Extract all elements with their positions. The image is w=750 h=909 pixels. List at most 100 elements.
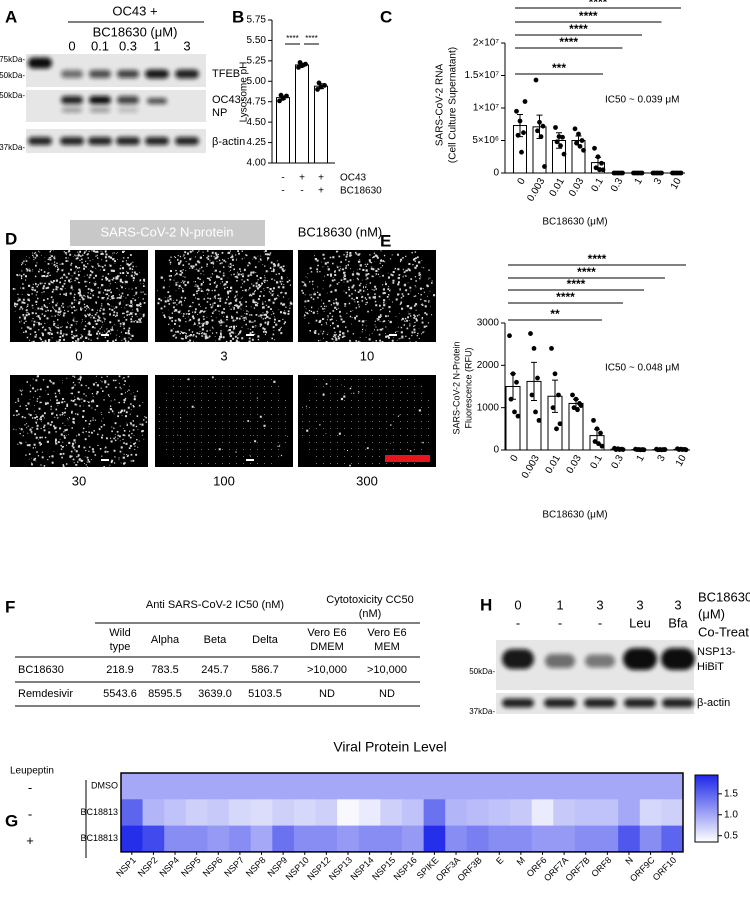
lane-label: 0 — [68, 38, 75, 53]
data-point — [515, 413, 521, 419]
data-point — [613, 447, 619, 452]
well-grid — [159, 379, 286, 464]
data-point — [536, 417, 542, 423]
heat-cell — [358, 773, 381, 800]
column-label: NSP13 — [327, 855, 354, 882]
heat-cell — [315, 799, 338, 826]
data-point — [554, 139, 560, 145]
data-point — [508, 396, 514, 402]
data-point — [616, 170, 622, 176]
heat-cell — [185, 799, 208, 826]
heat-cell — [293, 799, 316, 826]
micrograph — [10, 250, 148, 342]
data-point — [617, 447, 622, 452]
significance-label: ** — [550, 307, 560, 321]
blot-band — [662, 698, 694, 708]
lane-label: 0.1 — [91, 38, 109, 53]
data-point — [561, 151, 567, 157]
image-label: 3 — [220, 348, 227, 363]
x-axis-title: BC18630 (μM) — [542, 510, 607, 521]
significance-label: **** — [567, 277, 586, 291]
significance-label: **** — [286, 34, 298, 43]
fluorescent-signal — [157, 250, 293, 344]
scale-bar — [385, 455, 430, 462]
micrograph — [10, 375, 148, 467]
condition-value: + — [299, 173, 305, 184]
group-value: - — [28, 780, 32, 795]
blot-header: OC43 + — [112, 3, 157, 18]
group-label: Leupeptin — [10, 766, 54, 777]
blot-band — [90, 107, 110, 113]
blot-band — [147, 98, 167, 104]
table-cell: 783.5 — [151, 664, 179, 676]
data-point — [593, 165, 599, 171]
data-point — [659, 447, 664, 453]
condition-value: - — [300, 186, 303, 197]
lane-label: 3 — [183, 38, 190, 53]
data-point — [600, 167, 606, 173]
blot-band — [175, 69, 199, 79]
heat-cell — [639, 773, 662, 800]
data-point — [537, 119, 542, 125]
table-cell: 5543.6 — [103, 688, 137, 700]
data-point — [514, 108, 519, 114]
heat-cell — [293, 773, 316, 800]
mw-marker: 50kDa- — [0, 71, 25, 80]
heatmap-frame — [120, 772, 684, 853]
data-point — [662, 447, 668, 452]
panel-letter: H — [480, 595, 492, 614]
bar — [295, 64, 309, 164]
data-point — [277, 98, 282, 104]
panel-letter: C — [380, 7, 392, 26]
data-point — [278, 92, 284, 98]
table-cell: 218.9 — [106, 664, 134, 676]
significance-label: **** — [577, 265, 596, 279]
table-group-header: (nM) — [359, 608, 382, 620]
y-tick-label: 3000 — [477, 318, 500, 329]
table-group-header: Cytotoxicity CC50 — [326, 594, 413, 606]
data-point — [540, 123, 546, 129]
column-label: ORF10 — [651, 855, 679, 883]
data-point — [576, 131, 581, 137]
bar — [314, 85, 328, 164]
data-point — [558, 143, 563, 149]
table-cell: 5103.5 — [248, 688, 282, 700]
scale-mark — [101, 459, 109, 461]
data-point — [613, 170, 618, 176]
blot-band — [61, 96, 83, 104]
significance-label: **** — [588, 252, 607, 266]
tag-box — [70, 220, 265, 246]
blot-band — [117, 96, 139, 104]
panel-letter: E — [380, 231, 391, 250]
column-label: NSP7 — [222, 855, 246, 879]
heat-cell — [423, 825, 446, 853]
data-point — [531, 346, 537, 351]
condition-name: BC18630 — [340, 186, 382, 197]
table-column-header: Vero E6 — [367, 627, 406, 639]
blot-band — [584, 698, 616, 708]
blot-band — [61, 70, 83, 78]
heat-cell — [661, 799, 684, 826]
blot-band — [661, 648, 695, 670]
heat-cell — [185, 825, 208, 853]
heat-cell — [402, 773, 424, 800]
blot-header: (μM) — [698, 606, 725, 621]
blot-band — [502, 698, 534, 708]
y-tick-label: 5.00 — [247, 76, 267, 87]
panel-letter: G — [5, 811, 18, 830]
cotreat-label: Bfa — [668, 615, 688, 630]
x-axis-title: BC18630 (μM) — [542, 217, 607, 228]
table-cell: 3639.0 — [198, 688, 232, 700]
table-cell: Remdesivir — [18, 688, 73, 700]
x-tick-label: 0 — [509, 453, 522, 464]
condition-value: - — [281, 186, 284, 197]
heat-cell — [510, 799, 532, 826]
heat-cell — [618, 773, 641, 800]
data-point — [578, 403, 584, 408]
column-label: NSP10 — [284, 855, 311, 882]
mw-marker: 50kDa- — [469, 667, 495, 676]
blot-row-label: OC43- — [212, 94, 245, 106]
column-label: NSP16 — [392, 855, 419, 882]
data-point — [620, 170, 625, 176]
colorbar-tick-label: 1.5 — [724, 788, 738, 799]
